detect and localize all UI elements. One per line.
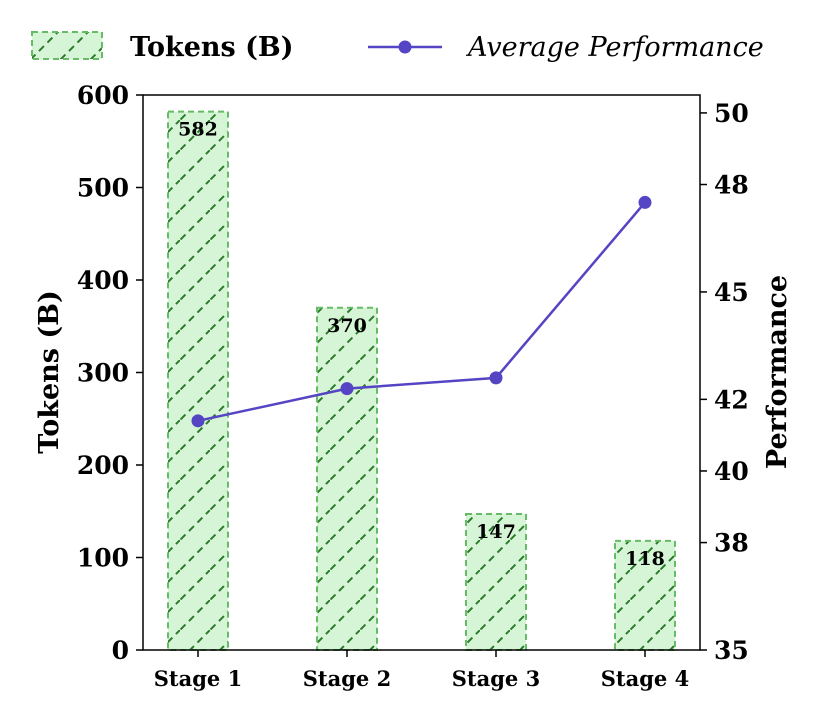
x-tick-label-1: Stage 1 (154, 666, 242, 691)
bar-data-label-2: 370 (327, 315, 367, 337)
y-axis-title-right: Performance (762, 275, 793, 469)
legend-bar-label: Tokens (B) (130, 32, 294, 63)
bar-data-label-3: 147 (476, 521, 516, 543)
bar-data-label-4: 118 (625, 548, 665, 570)
plot-area: 582 370 147 118 0 100 200 300 400 500 600 35 38 40 42 4… (77, 81, 749, 691)
y-tick-label-left-500: 500 (77, 174, 129, 203)
y-tick-label-right-35: 35 (714, 636, 749, 665)
performance-point-4 (638, 195, 652, 209)
performance-point-2 (340, 382, 354, 396)
y-tick-label-right-50: 50 (714, 99, 749, 128)
performance-line (197, 201, 646, 423)
y-axis-title-left: Tokens (B) (34, 290, 65, 454)
legend-bar-swatch (31, 31, 103, 60)
legend-line-label: Average Performance (465, 32, 764, 63)
y-tick-label-left-200: 200 (77, 451, 129, 480)
bar-data-label-1: 582 (178, 119, 218, 141)
performance-point-3 (489, 371, 503, 385)
y-tick-label-left-400: 400 (77, 266, 129, 295)
performance-point-1 (191, 414, 205, 428)
y-tick-label-right-42: 42 (714, 385, 749, 414)
bar-2 (316, 306, 378, 651)
x-tick-label-3: Stage 3 (452, 666, 540, 691)
y-tick-label-right-38: 38 (714, 529, 749, 558)
y-tick-label-left-600: 600 (77, 81, 129, 110)
y-tick-label-right-40: 40 (714, 457, 749, 486)
x-tick-label-4: Stage 4 (601, 666, 689, 691)
y-tick-label-right-45: 45 (714, 278, 749, 307)
x-tick-label-2: Stage 2 (303, 666, 391, 691)
bar-4 (614, 539, 676, 651)
legend: Tokens (B) Average Performance (31, 31, 764, 63)
y-tick-label-left-300: 300 (77, 359, 129, 388)
bar-3 (465, 513, 527, 652)
legend-line-marker (398, 40, 412, 54)
y-tick-label-left-0: 0 (112, 636, 129, 665)
y-tick-label-right-48: 48 (714, 171, 749, 200)
y-tick-label-left-100: 100 (77, 544, 129, 573)
bar-1 (167, 110, 229, 651)
